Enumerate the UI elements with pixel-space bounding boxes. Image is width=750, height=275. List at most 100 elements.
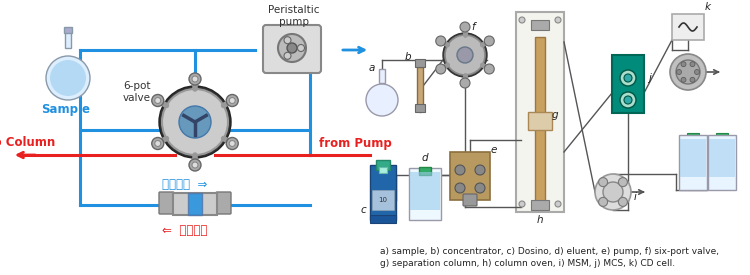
Circle shape — [455, 165, 465, 175]
Circle shape — [230, 141, 236, 147]
Text: 6-pot
valve: 6-pot valve — [123, 81, 151, 103]
Bar — [450, 152, 490, 200]
Circle shape — [519, 17, 525, 23]
FancyBboxPatch shape — [263, 25, 321, 73]
Circle shape — [179, 106, 211, 138]
Circle shape — [366, 84, 398, 116]
Bar — [528, 112, 552, 130]
Text: d: d — [422, 153, 428, 163]
Circle shape — [298, 45, 304, 51]
Circle shape — [475, 165, 485, 175]
Text: h: h — [537, 215, 543, 225]
Text: g) separation column, h) column oven, i) MSM, j) MCS, k) CD cell.: g) separation column, h) column oven, i)… — [380, 258, 675, 268]
FancyBboxPatch shape — [463, 194, 477, 206]
Bar — [419, 167, 431, 175]
Bar — [679, 135, 707, 190]
Bar — [531, 200, 549, 210]
Circle shape — [681, 62, 686, 67]
Bar — [188, 193, 202, 215]
Text: b: b — [405, 52, 411, 62]
Text: e: e — [490, 145, 497, 155]
Circle shape — [681, 77, 686, 82]
Text: a) sample, b) concentrator, c) Dosino, d) eluent, e) pump, f) six-port valve,: a) sample, b) concentrator, c) Dosino, d… — [380, 248, 719, 257]
Circle shape — [690, 62, 695, 67]
Circle shape — [287, 43, 297, 53]
Circle shape — [154, 141, 160, 147]
Circle shape — [284, 37, 291, 44]
Bar — [370, 165, 396, 220]
Bar — [612, 55, 644, 113]
Circle shape — [152, 95, 164, 106]
Bar — [65, 30, 71, 48]
Circle shape — [460, 22, 470, 32]
Circle shape — [603, 182, 623, 202]
Circle shape — [226, 95, 238, 106]
Bar — [535, 37, 545, 205]
Bar — [64, 27, 72, 33]
Circle shape — [620, 92, 636, 108]
Circle shape — [436, 64, 445, 74]
Bar — [370, 215, 396, 223]
Circle shape — [162, 89, 228, 155]
Circle shape — [619, 178, 628, 187]
Circle shape — [278, 34, 306, 62]
Circle shape — [159, 86, 231, 158]
Bar — [417, 67, 423, 107]
Circle shape — [284, 52, 291, 59]
Bar — [376, 160, 390, 170]
Bar — [708, 135, 736, 190]
Circle shape — [475, 183, 485, 193]
Circle shape — [154, 98, 160, 103]
Circle shape — [676, 60, 700, 84]
Circle shape — [484, 36, 494, 46]
FancyBboxPatch shape — [216, 192, 231, 214]
Text: Sample: Sample — [41, 103, 91, 117]
Circle shape — [624, 96, 632, 104]
Text: 濃縮方向  ⇒: 濃縮方向 ⇒ — [162, 178, 208, 191]
Text: to Column: to Column — [0, 136, 56, 150]
Circle shape — [443, 33, 487, 77]
Bar — [410, 172, 440, 210]
Circle shape — [598, 178, 608, 187]
Text: g: g — [552, 110, 558, 120]
Circle shape — [460, 78, 470, 88]
Bar — [531, 20, 549, 30]
Circle shape — [555, 17, 561, 23]
Text: c: c — [360, 205, 366, 215]
Circle shape — [445, 35, 485, 75]
Text: Peristaltic
pump: Peristaltic pump — [268, 5, 320, 27]
Circle shape — [189, 73, 201, 85]
Circle shape — [620, 70, 636, 86]
Bar — [372, 190, 394, 210]
Bar — [716, 133, 728, 140]
Circle shape — [455, 183, 465, 193]
Circle shape — [457, 47, 473, 63]
Circle shape — [676, 70, 682, 75]
Circle shape — [694, 70, 700, 75]
Text: ⇐  溶離方向: ⇐ 溶離方向 — [162, 224, 208, 238]
Bar — [379, 167, 387, 173]
Text: 10: 10 — [379, 197, 388, 203]
Text: i: i — [634, 192, 637, 202]
Bar — [672, 14, 704, 40]
Circle shape — [226, 138, 238, 150]
Circle shape — [152, 138, 164, 150]
Circle shape — [484, 64, 494, 74]
Circle shape — [46, 56, 90, 100]
Bar — [709, 139, 735, 177]
Text: j: j — [649, 73, 652, 83]
Circle shape — [436, 36, 445, 46]
Circle shape — [624, 74, 632, 82]
Text: from Pump: from Pump — [319, 136, 392, 150]
Text: f: f — [471, 22, 475, 32]
Circle shape — [670, 54, 706, 90]
FancyBboxPatch shape — [159, 192, 174, 214]
Circle shape — [192, 76, 198, 82]
Bar — [415, 104, 425, 112]
Circle shape — [619, 197, 628, 207]
Bar — [516, 12, 564, 212]
Circle shape — [50, 60, 86, 96]
Circle shape — [519, 201, 525, 207]
Circle shape — [555, 201, 561, 207]
Bar — [415, 59, 425, 67]
